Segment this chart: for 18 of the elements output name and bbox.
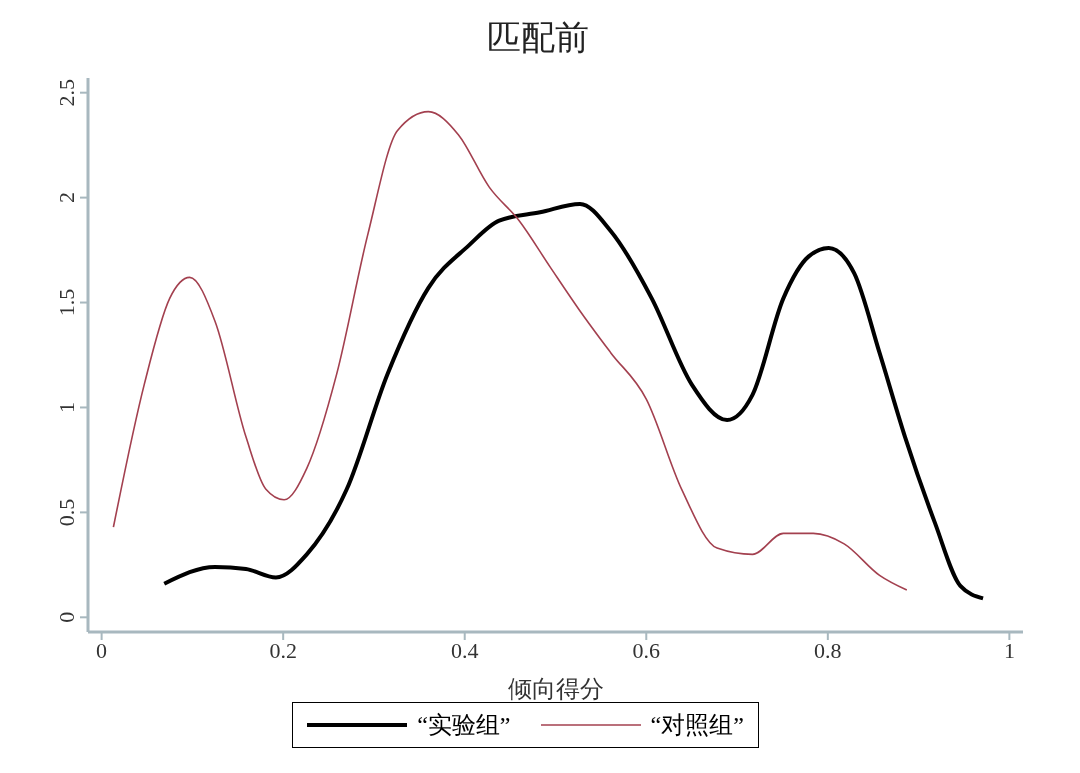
legend-label: “实验组” [417,711,511,740]
line-series [112,110,908,591]
y-tick-label: 2 [54,192,79,204]
x-tick-label: 0.6 [632,637,661,663]
x-tick-label: 0.8 [814,637,842,663]
y-tick-label: 0 [54,611,79,623]
x-axis-title: 倾向得分 [507,676,604,702]
legend-label: “对照组” [650,711,744,740]
x-tick-label: 0 [96,637,108,663]
y-tick-label: 2.5 [54,78,79,107]
y-tick-label: 1 [54,401,79,413]
y-tick-label: 1.5 [54,288,79,317]
x-tick-label: 0.4 [450,637,479,663]
x-tick-label: 0.2 [269,637,297,663]
line-series [162,201,986,601]
x-tick-label: 1 [1003,637,1015,663]
chart-title: 匹配前 [486,18,590,58]
y-tick-label: 0.5 [54,498,79,527]
